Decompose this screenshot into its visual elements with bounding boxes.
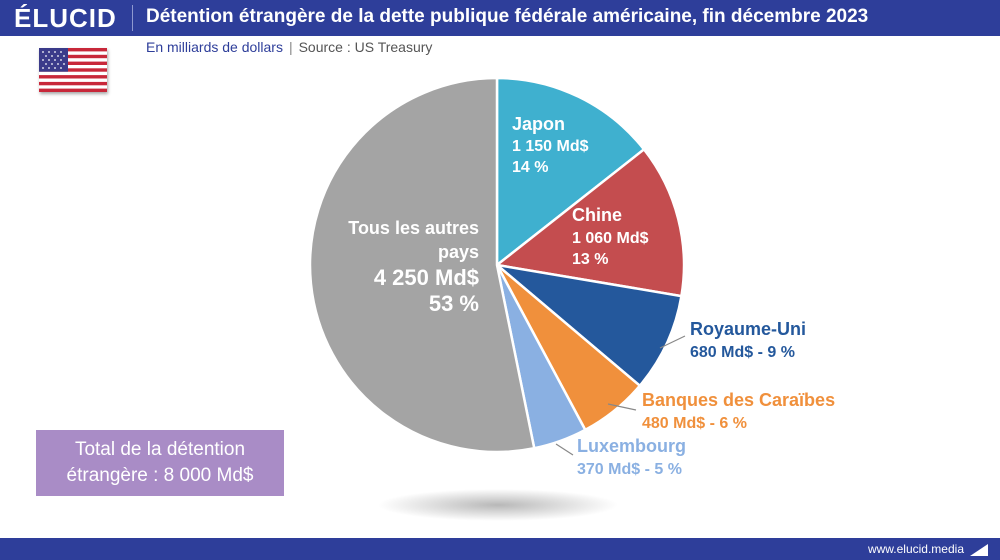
us-flag-icon bbox=[39, 48, 107, 92]
label-autres-percent: 53 % bbox=[429, 291, 479, 316]
label-caraibes-value: 480 Md$ - 6 % bbox=[642, 415, 747, 432]
elucid-logo-icon bbox=[970, 544, 988, 556]
leader-line-royaume-uni bbox=[659, 335, 686, 349]
pie-slice-1 bbox=[495, 148, 686, 298]
label-japon-value: 1 150 Md$ bbox=[512, 138, 589, 155]
leader-line-luxembourg bbox=[555, 443, 574, 456]
label-chine-value: 1 060 Md$ bbox=[572, 230, 649, 247]
total-line-2: étrangère : 8 000 Md$ bbox=[66, 465, 254, 486]
footer-url[interactable]: www.elucid.media bbox=[867, 542, 964, 556]
page-title: Détention étrangère de la dette publique… bbox=[146, 6, 869, 27]
brand-logo: ÉLUCID bbox=[14, 3, 117, 33]
subtitle-separator: | bbox=[288, 39, 293, 55]
subtitle-source: Source : US Treasury bbox=[298, 39, 433, 55]
total-box: Total de la détention étrangère : 8 000 … bbox=[36, 430, 284, 496]
label-royaume-uni-value: 680 Md$ - 9 % bbox=[690, 344, 795, 361]
footer-bar: www.elucid.media bbox=[0, 538, 1000, 560]
header-divider bbox=[132, 5, 133, 31]
label-luxembourg-name: Luxembourg bbox=[577, 436, 686, 456]
label-chine-percent: 13 % bbox=[572, 251, 608, 268]
pie-slice-2 bbox=[495, 263, 683, 387]
pie-slice-0 bbox=[495, 76, 646, 267]
label-autres-name-2: pays bbox=[438, 242, 479, 262]
label-japon-name: Japon bbox=[512, 114, 565, 134]
label-royaume-uni-name: Royaume-Uni bbox=[690, 319, 806, 339]
label-luxembourg-value: 370 Md$ - 5 % bbox=[577, 461, 682, 478]
header-bar: ÉLUCID Détention étrangère de la dette p… bbox=[0, 0, 1000, 36]
pie-shadow bbox=[378, 489, 618, 521]
leader-line-caraibes bbox=[607, 403, 637, 411]
subtitle-unit: En milliards de dollars bbox=[146, 39, 283, 55]
total-line-1: Total de la détention bbox=[74, 439, 246, 460]
pie-slice-5 bbox=[308, 76, 536, 454]
label-caraibes-name: Banques des Caraïbes bbox=[642, 390, 835, 410]
label-chine-name: Chine bbox=[572, 205, 622, 225]
subtitle: En milliards de dollars | Source : US Trea… bbox=[146, 39, 432, 55]
label-japon-percent: 14 % bbox=[512, 159, 548, 176]
label-autres-value: 4 250 Md$ bbox=[374, 265, 479, 290]
label-autres-name-1: Tous les autres bbox=[348, 218, 479, 238]
